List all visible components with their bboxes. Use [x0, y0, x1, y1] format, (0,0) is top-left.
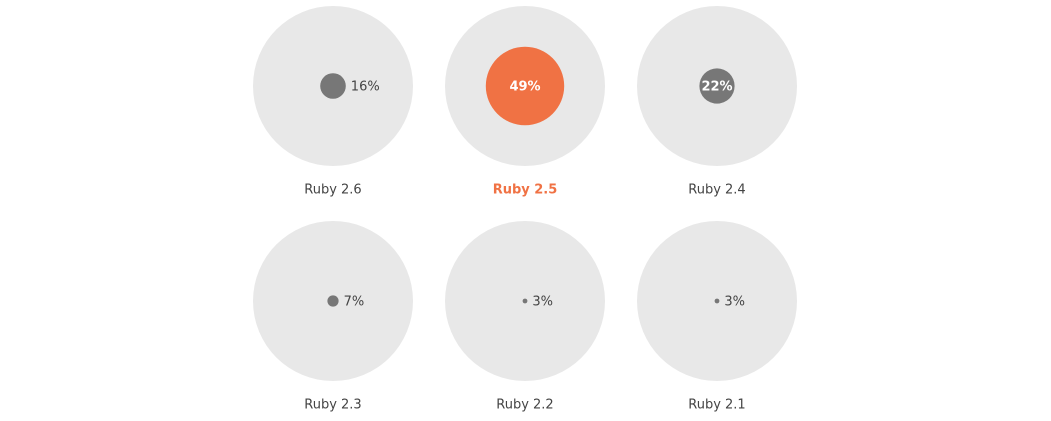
bubble — [699, 68, 735, 104]
bubble — [327, 295, 339, 307]
value-label: 3% — [532, 295, 553, 310]
value-label: 16% — [351, 80, 380, 95]
category-label: Ruby 2.4 — [688, 183, 745, 198]
category-label: Ruby 2.6 — [304, 183, 361, 198]
value-label: 22% — [701, 80, 732, 95]
bubble — [320, 73, 346, 99]
value-label: 3% — [724, 295, 745, 310]
bubble — [522, 298, 528, 304]
bubble — [485, 46, 565, 126]
value-label: 7% — [344, 295, 365, 310]
category-label: Ruby 2.2 — [496, 398, 553, 413]
category-label: Ruby 2.1 — [688, 398, 745, 413]
category-label: Ruby 2.3 — [304, 398, 361, 413]
bubble — [714, 298, 720, 304]
value-label: 49% — [509, 80, 540, 95]
category-label: Ruby 2.5 — [493, 183, 558, 198]
